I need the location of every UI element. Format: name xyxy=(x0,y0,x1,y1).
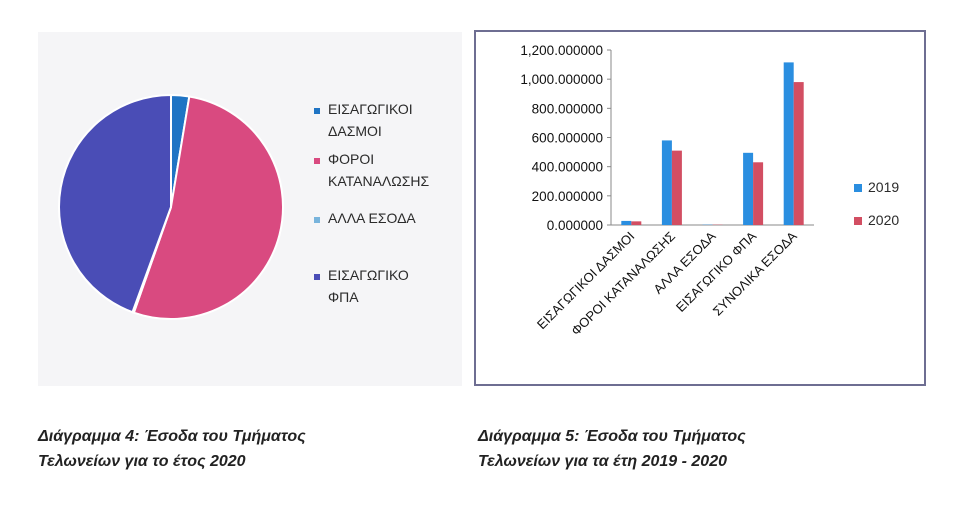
legend-label: 2020 xyxy=(868,212,899,228)
bar-chart-caption: Διάγραμμα 5: Έσοδα του Τμήματος Τελωνείω… xyxy=(478,424,746,474)
pie-caption-line-1: Διάγραμμα 4: Έσοδα του Τμήματος xyxy=(38,428,306,445)
legend-swatch xyxy=(314,158,320,164)
legend-swatch xyxy=(314,108,320,114)
bar xyxy=(793,82,804,225)
y-tick-label: 200.000000 xyxy=(532,189,603,204)
legend-label: ΦΟΡΟΙ xyxy=(328,151,374,167)
legend-label: ΑΛΛΑ ΕΣΟΔΑ xyxy=(328,210,416,226)
y-tick-label: 1,000.000000 xyxy=(520,72,603,87)
y-tick-label: 800.000000 xyxy=(532,101,603,116)
pie-slice xyxy=(58,93,172,314)
bar xyxy=(743,152,754,225)
bar-chart: 0.000000 200.000000 400.000000 600.000000 80… xyxy=(520,43,899,338)
y-tick-label: 600.000000 xyxy=(532,131,603,146)
bar xyxy=(671,150,682,225)
bar xyxy=(631,221,642,225)
pie-slice xyxy=(132,95,284,320)
bar xyxy=(621,220,632,225)
legend-label: ΕΙΣΑΓΩΓΙΚΟΙ xyxy=(328,101,413,117)
legend-label: ΚΑΤΑΝΑΛΩΣΗΣ xyxy=(328,173,430,189)
bar-caption-line-1: Διάγραμμα 5: Έσοδα του Τμήματος xyxy=(478,428,746,445)
legend-swatch xyxy=(854,184,862,192)
legend-label: 2019 xyxy=(868,179,899,195)
legend-label: ΕΙΣΑΓΩΓΙΚΟ xyxy=(328,267,409,283)
pie-caption-line-2: Τελωνείων για το έτος 2020 xyxy=(38,453,246,470)
bar xyxy=(661,140,672,225)
bar-caption-line-2: Τελωνείων για τα έτη 2019 - 2020 xyxy=(478,453,727,470)
y-tick-label: 0.000000 xyxy=(547,218,603,233)
pie-chart-caption: Διάγραμμα 4: Έσοδα του Τμήματος Τελωνείω… xyxy=(38,424,306,474)
y-tick-label: 400.000000 xyxy=(532,160,603,175)
bar-chart-panel: 0.000000 200.000000 400.000000 600.000000 80… xyxy=(474,30,926,386)
legend-swatch xyxy=(854,217,862,225)
legend-label: ΦΠΑ xyxy=(328,289,359,305)
legend-swatch xyxy=(314,217,320,223)
pie-chart: ΕΙΣΑΓΩΓΙΚΟΙ ΔΑΣΜΟΙ ΦΟΡΟΙ ΚΑΤΑΝΑΛΩΣΗΣ ΑΛΛΑ ΕΣ… xyxy=(58,93,430,320)
legend-swatch xyxy=(314,274,320,280)
pie-chart-panel: ΕΙΣΑΓΩΓΙΚΟΙ ΔΑΣΜΟΙ ΦΟΡΟΙ ΚΑΤΑΝΑΛΩΣΗΣ ΑΛΛΑ ΕΣ… xyxy=(38,32,462,386)
bar xyxy=(753,162,764,225)
bar xyxy=(783,62,794,225)
legend-label: ΔΑΣΜΟΙ xyxy=(328,123,382,139)
y-tick-label: 1,200.000000 xyxy=(520,43,603,58)
